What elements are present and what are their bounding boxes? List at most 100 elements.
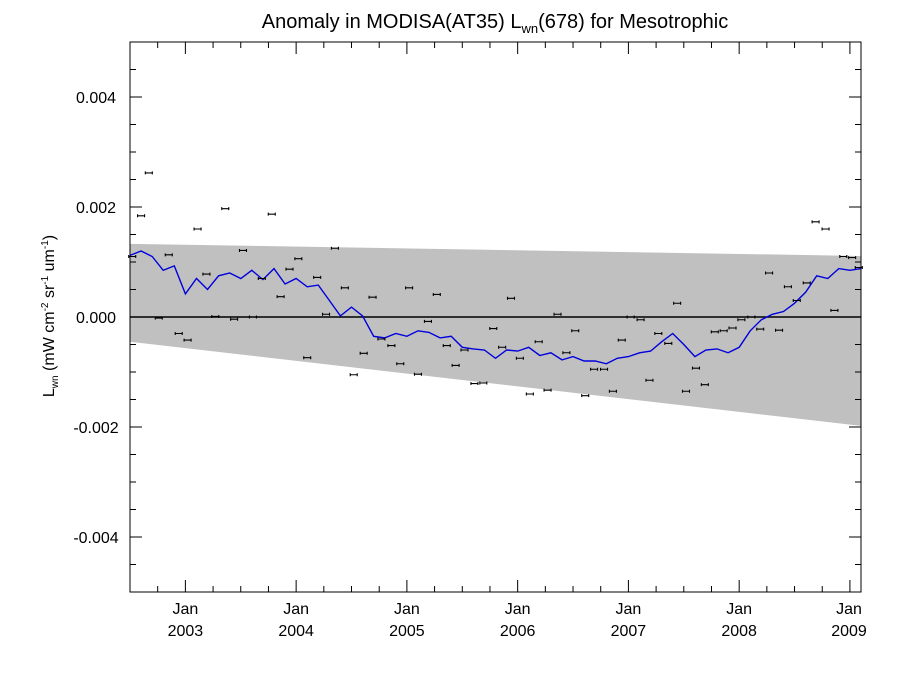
data-point [599, 367, 609, 371]
data-point [681, 389, 691, 393]
data-point [525, 392, 534, 396]
data-point [313, 275, 322, 279]
data-point [144, 171, 153, 175]
chart-title: Anomaly in MODISA(AT35) Lwn(678) for Mes… [262, 11, 728, 36]
x-tick-year-label: 2004 [278, 623, 314, 640]
data-point [498, 345, 507, 349]
data-point [737, 318, 746, 322]
x-tick-year-label: 2006 [500, 623, 536, 640]
data-point [617, 338, 626, 342]
x-tick-month-label: Jan [172, 601, 198, 618]
data-point [839, 255, 848, 258]
data-point [821, 227, 830, 231]
data-point [211, 314, 220, 318]
data-point [783, 285, 792, 289]
x-tick-year-label: 2003 [168, 623, 204, 640]
data-point [691, 366, 701, 370]
data-point [848, 256, 857, 260]
data-point [359, 351, 368, 355]
data-point [728, 326, 737, 330]
running-mean-line [129, 250, 862, 365]
data-point [719, 329, 728, 333]
y-tick-label: -0.004 [73, 530, 118, 547]
data-point [137, 214, 146, 218]
x-tick-month-label: Jan [616, 601, 642, 618]
y-tick-label: 0.002 [76, 200, 116, 217]
data-point [792, 299, 801, 302]
data-point [747, 315, 756, 319]
data-point [221, 207, 230, 211]
y-tick-label: -0.002 [73, 420, 118, 437]
data-point [202, 272, 211, 276]
data-point [626, 315, 635, 319]
data-point [377, 337, 386, 341]
data-point [581, 394, 590, 398]
data-point [534, 340, 543, 344]
data-point [479, 381, 488, 385]
data-point [285, 267, 294, 271]
data-point [387, 344, 396, 348]
x-tick-year-label: 2009 [831, 623, 867, 640]
data-point [664, 341, 673, 345]
data-point [276, 295, 285, 299]
plot-area: -0.004 -0.002 0.000 0.002 0.004 Jan 2003 Jan 200… [73, 41, 867, 640]
data-point [654, 332, 663, 335]
data-point [489, 327, 498, 331]
data-point [154, 316, 163, 320]
data-point [349, 373, 358, 377]
x-tick-year-label: 2008 [721, 623, 757, 640]
data-point [303, 356, 312, 360]
x-tick-month-label: Jan [283, 601, 309, 618]
data-point [811, 220, 820, 224]
data-point [193, 227, 202, 231]
data-point [608, 389, 617, 393]
data-point [174, 332, 183, 335]
data-point [460, 348, 469, 352]
data-point [396, 362, 405, 366]
data-point [442, 344, 451, 348]
data-point [294, 257, 303, 261]
x-tick-month-label: Jan [394, 601, 420, 618]
data-point [183, 338, 192, 342]
data-point [423, 319, 432, 323]
x-tick-month-label: Jan [726, 601, 752, 618]
data-point [802, 281, 811, 285]
data-point [368, 295, 377, 299]
data-point [506, 296, 516, 300]
data-point [515, 356, 524, 360]
data-point [238, 248, 248, 252]
data-point [248, 315, 257, 319]
data-point [451, 363, 460, 367]
x-tick-year-label: 2005 [389, 623, 425, 640]
y-tick-label: 0.000 [76, 310, 116, 327]
y-tick-label: 0.004 [76, 90, 116, 107]
data-point [710, 330, 719, 334]
data-point [257, 277, 266, 280]
data-point [571, 329, 580, 333]
data-point [432, 292, 441, 296]
data-point [553, 312, 562, 316]
data-point [340, 286, 349, 290]
data-point [562, 351, 571, 355]
data-point [830, 308, 839, 312]
data-point [765, 271, 774, 275]
data-point [700, 383, 709, 387]
data-point [636, 318, 645, 322]
data-point [321, 312, 331, 316]
data-point [590, 367, 599, 371]
data-point [413, 372, 423, 376]
data-point [645, 378, 654, 382]
data-point [230, 317, 239, 321]
data-point [164, 253, 173, 257]
x-tick-month-label: Jan [836, 601, 862, 618]
data-point [673, 301, 682, 305]
x-tick-year-label: 2007 [611, 623, 647, 640]
data-point [543, 388, 552, 392]
y-axis-label: Lwn (mW cm-2 sr-1 um-1) [40, 235, 61, 397]
confidence-band [130, 243, 861, 426]
data-point [405, 286, 414, 290]
data-point [267, 212, 276, 216]
data-point [756, 327, 765, 331]
data-point [774, 328, 784, 332]
data-point [470, 382, 479, 386]
